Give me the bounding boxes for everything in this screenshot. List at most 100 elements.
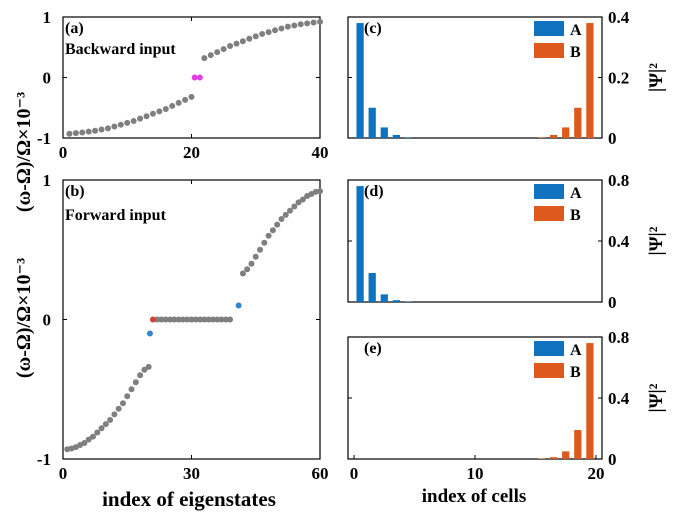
x-tick-label: 20 bbox=[183, 143, 200, 162]
data-point bbox=[111, 411, 118, 418]
data-point bbox=[261, 239, 268, 246]
data-point bbox=[141, 366, 148, 373]
data-point bbox=[158, 316, 165, 323]
data-point bbox=[227, 316, 234, 323]
data-point bbox=[115, 405, 122, 412]
data-point bbox=[304, 20, 311, 27]
data-point bbox=[291, 203, 298, 210]
panel-d: 0 0.4 0.8 AB (d) |Ψ|² bbox=[347, 171, 667, 312]
data-point bbox=[235, 302, 242, 309]
data-point bbox=[274, 221, 281, 228]
data-point bbox=[209, 316, 216, 323]
data-point bbox=[162, 316, 169, 323]
data-point bbox=[299, 196, 306, 203]
y-tick-label: 0.4 bbox=[608, 232, 630, 251]
bar-A bbox=[380, 127, 388, 138]
y-tick-label: 0 bbox=[43, 69, 52, 88]
data-point bbox=[156, 108, 163, 115]
right-y-axis-label: |Ψ|² bbox=[646, 226, 667, 255]
legend-label-A: A bbox=[570, 342, 582, 359]
data-point bbox=[278, 216, 285, 223]
data-point bbox=[310, 19, 317, 26]
bar-A bbox=[368, 107, 376, 138]
data-point bbox=[117, 121, 124, 128]
data-point bbox=[169, 102, 176, 109]
data-point bbox=[182, 96, 189, 103]
data-point bbox=[205, 316, 212, 323]
bar-B bbox=[574, 430, 582, 459]
data-point bbox=[179, 316, 186, 323]
data-point bbox=[257, 246, 264, 253]
data-point bbox=[98, 126, 105, 133]
legend-label-B: B bbox=[570, 44, 581, 61]
panel-label: (b) bbox=[65, 183, 85, 200]
y-tick-label: 0.8 bbox=[608, 328, 629, 347]
data-point bbox=[175, 99, 182, 106]
y-tick-label: 0 bbox=[608, 293, 617, 312]
bar-A bbox=[368, 273, 376, 302]
y-tick-label: 0.4 bbox=[608, 8, 630, 27]
x-tick-label: 20 bbox=[587, 464, 604, 483]
data-point bbox=[119, 400, 126, 407]
panel-annotation: Backward input bbox=[65, 41, 176, 58]
data-point bbox=[197, 316, 204, 323]
data-point bbox=[132, 379, 139, 386]
data-point bbox=[66, 130, 73, 137]
panel-c: 0 0.2 0.4 AB (c) |Ψ|² bbox=[347, 8, 667, 148]
data-point bbox=[196, 74, 203, 81]
bar-B bbox=[549, 134, 558, 138]
y-tick-label: 0 bbox=[43, 311, 52, 330]
axes-frame bbox=[62, 16, 321, 139]
left-y-axis-label-lower: (ω-Ω)/Ω×10⁻³ bbox=[13, 258, 35, 378]
data-point bbox=[167, 316, 174, 323]
data-point bbox=[192, 316, 199, 323]
bar-A bbox=[356, 186, 364, 302]
right-y-axis-label: |Ψ|² bbox=[646, 63, 667, 92]
bar-B bbox=[562, 127, 570, 138]
data-point bbox=[130, 118, 137, 125]
bar-B bbox=[537, 458, 546, 459]
data-point bbox=[239, 270, 246, 277]
data-point bbox=[297, 21, 304, 28]
data-point bbox=[72, 130, 79, 137]
x-tick-label: 30 bbox=[183, 464, 200, 483]
data-point bbox=[188, 93, 195, 100]
data-point bbox=[79, 129, 86, 136]
legend-swatch-A bbox=[534, 341, 564, 356]
data-point bbox=[145, 363, 152, 370]
data-point bbox=[252, 33, 259, 40]
data-point bbox=[191, 74, 198, 81]
bar-A bbox=[356, 23, 364, 138]
data-point bbox=[137, 372, 144, 379]
data-point bbox=[94, 429, 101, 436]
data-point bbox=[259, 30, 266, 37]
data-point bbox=[233, 40, 240, 47]
data-point bbox=[278, 25, 285, 32]
data-point bbox=[214, 49, 221, 56]
data-point bbox=[282, 211, 289, 218]
data-point bbox=[201, 316, 208, 323]
x-tick-label: 60 bbox=[312, 464, 329, 483]
data-point bbox=[317, 188, 323, 195]
data-point bbox=[284, 23, 291, 30]
legend-label-B: B bbox=[570, 207, 581, 224]
legend-swatch-B bbox=[534, 363, 564, 378]
data-point bbox=[184, 316, 191, 323]
data-point bbox=[98, 425, 105, 432]
data-point bbox=[154, 316, 161, 323]
bar-A bbox=[392, 300, 401, 302]
data-point bbox=[162, 105, 169, 112]
data-point bbox=[149, 316, 156, 323]
data-point bbox=[287, 207, 294, 214]
bar-A bbox=[392, 134, 401, 138]
data-point bbox=[102, 421, 109, 428]
bar-B bbox=[586, 23, 594, 138]
x-tick-label: 0 bbox=[59, 143, 68, 162]
data-point bbox=[269, 227, 276, 234]
data-point bbox=[128, 386, 135, 393]
bar-B bbox=[586, 343, 594, 459]
data-point bbox=[244, 266, 251, 273]
left-x-axis-label: index of eigenstates bbox=[102, 487, 276, 511]
